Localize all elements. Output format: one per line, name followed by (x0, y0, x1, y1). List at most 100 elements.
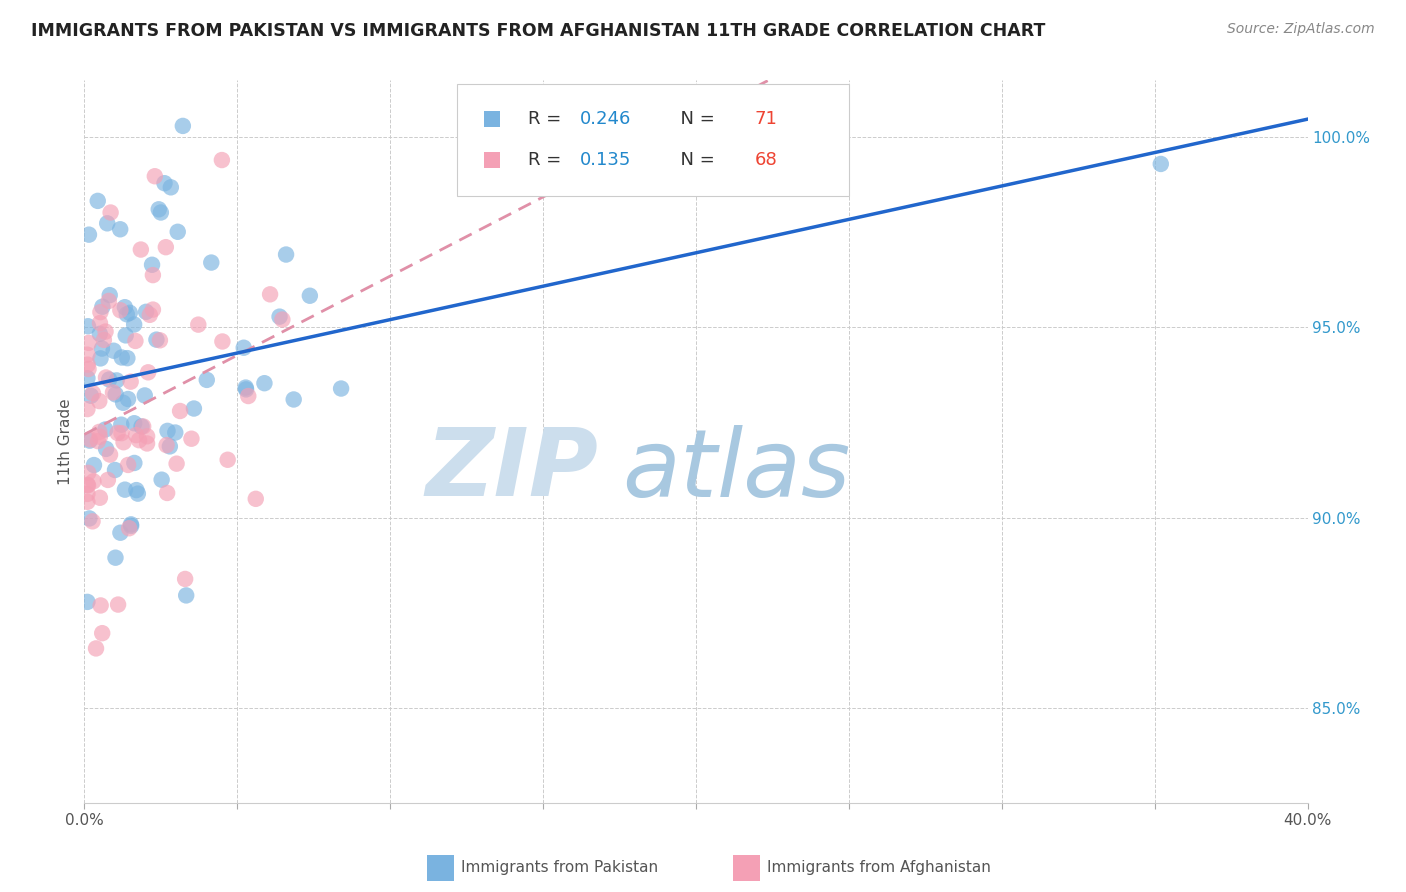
Point (114, 483, 136, 497)
Point (91, 342, 114, 356)
Y-axis label: 11th Grade: 11th Grade (58, 398, 73, 485)
Point (200, 255, 222, 269)
Point (156, 424, 179, 438)
Point (89, 425, 111, 439)
Point (112, 435, 135, 450)
Point (136, 436, 159, 450)
Point (94, 442, 117, 456)
Point (132, 419, 155, 434)
Point (253, 376, 276, 391)
Point (96, 216, 118, 230)
Point (120, 517, 142, 532)
Point (122, 416, 145, 430)
Point (136, 365, 159, 379)
Bar (484, 152, 501, 168)
Point (136, 429, 159, 443)
Point (298, 289, 321, 303)
Point (211, 153, 233, 167)
Point (115, 307, 138, 321)
Point (93, 333, 115, 347)
Point (107, 598, 129, 612)
Point (195, 373, 218, 387)
Point (76, 495, 98, 509)
Point (90, 599, 112, 613)
Point (94, 370, 117, 384)
Point (89, 326, 111, 341)
Point (79, 433, 101, 447)
Point (105, 373, 128, 387)
Text: 0.246: 0.246 (579, 110, 631, 128)
Text: R =: R = (529, 110, 568, 128)
Point (76, 478, 98, 492)
Text: Source: ZipAtlas.com: Source: ZipAtlas.com (1227, 22, 1375, 37)
Point (156, 486, 179, 500)
Text: 0.135: 0.135 (579, 151, 631, 169)
Point (83, 458, 105, 472)
Point (235, 383, 257, 397)
Point (127, 486, 149, 500)
Point (166, 225, 188, 239)
Point (76, 358, 98, 372)
Point (76, 371, 98, 385)
Point (118, 306, 141, 320)
Point (149, 334, 172, 348)
Point (77, 335, 100, 350)
Point (245, 491, 267, 506)
Point (129, 243, 152, 257)
Point (174, 589, 197, 603)
Point (114, 300, 136, 314)
Point (103, 343, 125, 358)
Point (238, 389, 260, 403)
Point (77, 362, 100, 376)
Point (120, 375, 142, 389)
Point (89, 305, 111, 319)
Text: IMMIGRANTS FROM PAKISTAN VS IMMIGRANTS FROM AFGHANISTAN 11TH GRADE CORRELATION C: IMMIGRANTS FROM PAKISTAN VS IMMIGRANTS F… (31, 22, 1045, 40)
Text: Immigrants from Pakistan: Immigrants from Pakistan (461, 860, 658, 875)
Point (97, 473, 120, 487)
Point (89, 430, 111, 444)
Point (131, 419, 153, 434)
Point (180, 432, 202, 446)
Point (89, 394, 111, 409)
Text: N =: N = (669, 151, 720, 169)
Point (166, 457, 188, 471)
Point (108, 222, 131, 236)
Point (1150, 157, 1173, 171)
Point (183, 401, 205, 416)
Point (98, 372, 121, 386)
Point (274, 247, 297, 261)
Point (145, 333, 167, 347)
Text: 71: 71 (755, 110, 778, 128)
Point (76, 348, 98, 362)
Point (80, 389, 103, 403)
Point (104, 550, 127, 565)
Point (76, 402, 98, 417)
Point (110, 426, 132, 441)
Point (98, 288, 121, 302)
Point (139, 308, 162, 322)
Point (82, 514, 104, 528)
Bar (427, 855, 454, 880)
Point (174, 572, 197, 586)
Point (77, 478, 100, 492)
Text: 68: 68 (755, 151, 778, 169)
Point (111, 351, 134, 365)
Point (91, 300, 114, 314)
Point (165, 425, 187, 440)
Point (125, 483, 148, 497)
Point (79, 511, 101, 525)
Point (87, 194, 110, 208)
Point (82, 386, 104, 401)
Point (283, 392, 305, 407)
Point (148, 202, 170, 217)
Point (169, 404, 191, 418)
Point (87, 434, 110, 449)
Point (114, 328, 136, 343)
Point (110, 417, 132, 432)
Point (117, 392, 139, 406)
Bar (484, 111, 501, 127)
Point (143, 169, 166, 184)
Point (98, 448, 121, 462)
Point (97, 293, 120, 308)
Point (117, 458, 139, 472)
